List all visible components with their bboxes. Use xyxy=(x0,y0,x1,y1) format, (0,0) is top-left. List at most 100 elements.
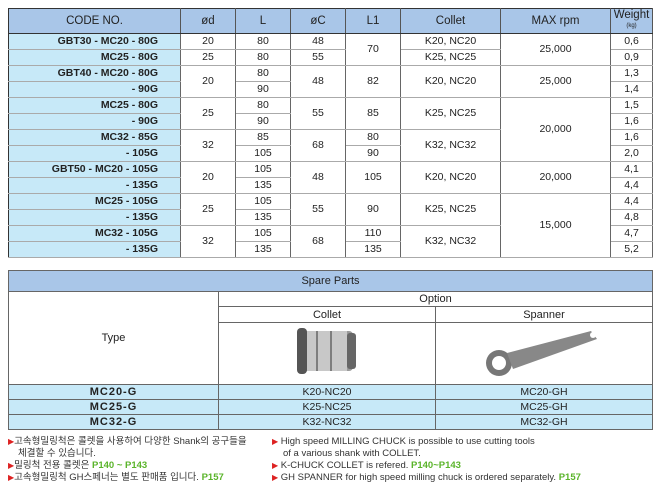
table-row: GBT50 - MC20 - 105G 20 105 48 105 K20, NC20 20… xyxy=(8,161,653,194)
notes-english: ▶ High speed MILLING CHUCK is possible t… xyxy=(272,436,581,484)
notes-korean: ▶고속형밀링척은 콜렛을 사용하여 다양한 Shank의 공구들을 체결할 수 … xyxy=(8,436,247,484)
spanner-label: Spanner xyxy=(434,306,654,323)
cell-collet: K20, NC20 xyxy=(400,65,501,98)
spare-parts-table: Spare Parts Type Option Collet Spanner M… xyxy=(7,270,654,430)
cell-collet: K20, NC20 xyxy=(400,33,501,50)
cell-l: 80 xyxy=(235,49,291,66)
cell-code: GBT40 - MC20 - 80G xyxy=(8,65,181,82)
table-row: - 90G 90 1,6 xyxy=(8,113,653,130)
table-row: - 135G 135 4,8 xyxy=(8,209,653,226)
note-en-2: K-CHUCK COLLET is refered. xyxy=(280,460,412,471)
collet-label: Collet xyxy=(218,306,436,323)
cell-rpm: 20,000 xyxy=(500,97,611,162)
cell-l: 135 xyxy=(235,209,291,226)
cell-w: 1,4 xyxy=(610,81,653,98)
cell-w: 1,6 xyxy=(610,129,653,146)
header-l1: L1 xyxy=(345,8,401,34)
cell-code: MC25 - 80G xyxy=(8,49,181,66)
cell-rpm: 20,000 xyxy=(500,161,611,194)
spec-table: CODE NO. ød L øC L1 Collet MAX rpm Weigh… xyxy=(8,8,653,258)
note-en-1: High speed MILLING CHUCK is possible to … xyxy=(280,436,535,447)
header-collet: Collet xyxy=(400,8,501,34)
page-ref: P157 xyxy=(201,472,224,483)
cell-w: 1,6 xyxy=(610,113,653,130)
note-kr-3: 고속형밀링척 GH스페너는 별도 판매품 입니다. xyxy=(14,472,202,483)
cell-l: 135 xyxy=(235,177,291,194)
cell-w: 4,8 xyxy=(610,209,653,226)
spare-spanner-cell: MC20-GH xyxy=(434,384,654,400)
table-row: MC25 - 80G 25 80 55 85 K25, NC25 20,000 1,5 xyxy=(8,97,653,162)
page-ref: P140 ~ P143 xyxy=(92,460,148,471)
spare-spanner-cell: MC32-GH xyxy=(434,414,654,430)
cell-d: 25 xyxy=(180,49,236,66)
bullet-icon: ▶ xyxy=(8,437,15,446)
cell-w: 2,0 xyxy=(610,145,653,162)
cell-w: 0,6 xyxy=(610,33,653,50)
cell-rpm: 15,000 xyxy=(500,193,611,258)
note-kr-1: 고속형밀링척은 콜렛을 사용하여 다양한 Shank의 공구들을 xyxy=(14,436,247,447)
spare-type-cell: MC25-G xyxy=(8,399,219,415)
spare-collet-cell: K20-NC20 xyxy=(218,384,436,400)
cell-c: 55 xyxy=(290,97,346,130)
cell-w: 4,4 xyxy=(610,177,653,194)
table-row: GBT40 - MC20 - 80G 20 80 48 82 K20, NC20 25,00… xyxy=(8,65,653,98)
bullet-icon: ▶ xyxy=(8,461,15,470)
cell-c: 48 xyxy=(290,65,346,98)
spanner-image xyxy=(434,322,654,385)
bullet-icon: ▶ xyxy=(272,473,279,482)
cell-code: GBT50 - MC20 - 105G xyxy=(8,161,181,178)
cell-d: 25 xyxy=(180,193,236,226)
header-d: ød xyxy=(180,8,236,34)
cell-d: 20 xyxy=(180,65,236,98)
spare-collet-cell: K25-NC25 xyxy=(218,399,436,415)
spec-header: CODE NO. ød L øC L1 Collet MAX rpm Weigh… xyxy=(8,8,653,34)
cell-code: - 90G xyxy=(8,113,181,130)
note-kr-1b: 체결할 수 있습니다. xyxy=(18,448,96,459)
cell-code: MC32 - 105G xyxy=(8,225,181,242)
cell-l: 85 xyxy=(235,129,291,146)
cell-w: 4,7 xyxy=(610,225,653,242)
note-kr-2: 밀링척 전용 콜렛은 xyxy=(14,460,92,471)
cell-w: 5,2 xyxy=(610,241,653,258)
cell-d: 20 xyxy=(180,33,236,50)
cell-l1: 105 xyxy=(345,161,401,194)
note-en-1b: of a various shank with COLLET. xyxy=(283,448,421,459)
cell-l: 105 xyxy=(235,161,291,178)
cell-d: 32 xyxy=(180,225,236,258)
table-row: MC32 - 105G 32 105 68 110 K32, NC32 4,7 xyxy=(8,225,653,258)
page-ref: P140~P143 xyxy=(411,460,461,471)
cell-code: - 135G xyxy=(8,177,181,194)
cell-l1: 90 xyxy=(345,145,401,162)
cell-l1: 82 xyxy=(345,65,401,98)
cell-c: 55 xyxy=(290,49,346,66)
cell-code: - 105G xyxy=(8,145,181,162)
cell-l: 105 xyxy=(235,225,291,242)
page-ref: P157 xyxy=(558,472,581,483)
cell-w: 1,3 xyxy=(610,65,653,82)
spare-type-cell: MC32-G xyxy=(8,414,219,430)
cell-c: 68 xyxy=(290,129,346,162)
cell-c: 48 xyxy=(290,33,346,50)
spare-part-row: MC25-G K25-NC25 MC25-GH xyxy=(8,399,654,415)
table-row: - 90G 90 1,4 xyxy=(8,81,653,98)
cell-code: MC25 - 105G xyxy=(8,193,181,210)
cell-collet: K32, NC32 xyxy=(400,225,501,258)
cell-l1: 135 xyxy=(345,241,401,258)
note-en-3: GH SPANNER for high speed milling chuck … xyxy=(280,472,559,483)
table-row: MC25 - 105G 25 105 55 90 K25, NC25 15,000 4,4 xyxy=(8,193,653,258)
cell-code: MC32 - 85G xyxy=(8,129,181,146)
cell-l: 105 xyxy=(235,145,291,162)
cell-collet: K20, NC20 xyxy=(400,161,501,194)
table-row: - 135G 135 4,4 xyxy=(8,177,653,194)
cell-rpm: 25,000 xyxy=(500,65,611,98)
cell-collet: K25, NC25 xyxy=(400,97,501,130)
cell-code: GBT30 - MC20 - 80G xyxy=(8,33,181,50)
weight-unit: (kg) xyxy=(626,23,637,29)
cell-collet: K25, NC25 xyxy=(400,49,501,66)
collet-image xyxy=(218,322,436,385)
cell-w: 0,9 xyxy=(610,49,653,66)
cell-w: 1,5 xyxy=(610,97,653,114)
cell-rpm: 25,000 xyxy=(500,33,611,66)
header-rpm: MAX rpm xyxy=(500,8,611,34)
cell-w: 4,1 xyxy=(610,161,653,178)
